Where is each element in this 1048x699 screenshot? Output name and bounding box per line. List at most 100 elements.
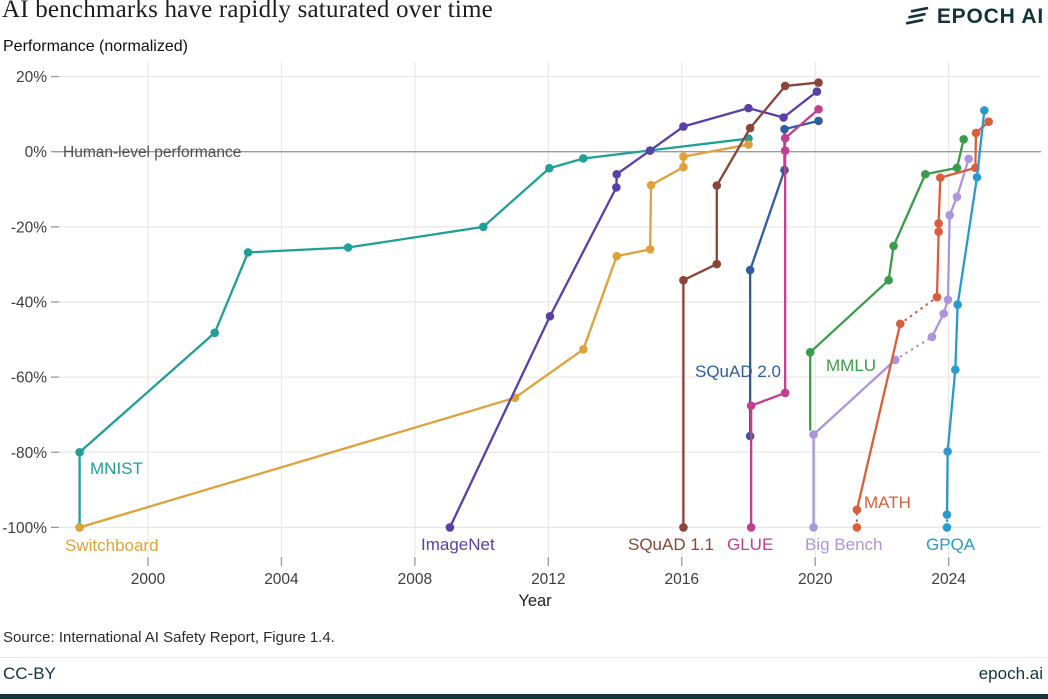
data-point-SQuAD 2.0 [780, 124, 789, 134]
series-line-Switchboard [682, 143, 750, 158]
series-label-Big Bench: Big Bench [805, 535, 883, 554]
data-point-MATH [934, 219, 943, 228]
data-point-MATH [936, 173, 945, 182]
series-line-Big Bench [930, 312, 945, 339]
series-line-MATH [937, 176, 942, 225]
bottom-bar [0, 694, 1048, 699]
data-point-ImageNet [545, 311, 555, 321]
series-line-GPQA [956, 176, 979, 306]
y-tick-label: 20% [16, 69, 47, 86]
series-line-SQuAD 1.1 [682, 262, 718, 282]
series-line-Switchboard [648, 183, 653, 251]
series-line-Big Bench [955, 157, 970, 198]
series-line-Switchboard [78, 396, 517, 529]
series-line-SQuAD 2.0 [748, 168, 786, 272]
x-tick-label: 2000 [131, 571, 166, 588]
series-line-ImageNet [747, 106, 785, 119]
data-point-MMLU [959, 135, 968, 144]
y-tick-label: -40% [11, 294, 47, 311]
series-line-MMLU [809, 279, 890, 354]
data-point-MNIST [243, 248, 253, 257]
y-tick-label: -20% [11, 219, 47, 236]
x-tick-label: 2004 [264, 571, 299, 588]
data-point-GLUE [746, 523, 756, 532]
data-point-Switchboard [744, 140, 753, 149]
data-point-MNIST [545, 163, 554, 173]
x-tick-label: 2016 [665, 571, 699, 588]
series-label-GLUE: GLUE [727, 535, 773, 554]
data-point-Big Bench [964, 154, 973, 164]
license-label: CC-BY [3, 664, 56, 683]
series-line-SQuAD 1.1 [784, 81, 820, 88]
data-point-GPQA [942, 510, 952, 519]
data-point-MATH [852, 505, 862, 515]
data-point-ImageNet [445, 523, 455, 532]
data-point-Big Bench [809, 430, 818, 439]
series-line-GPQA [975, 109, 986, 179]
series-line-MMLU [924, 166, 959, 176]
epoch-logo-text: EPOCH AI [936, 5, 1044, 28]
data-point-MMLU [952, 163, 962, 173]
series-line-MMLU [955, 138, 965, 170]
series-line-MATH [974, 131, 978, 170]
data-point-GLUE [780, 133, 790, 143]
y-tick-label: 0% [25, 144, 48, 161]
page-title: AI benchmarks have rapidly saturated ove… [2, 0, 493, 23]
data-point-Big Bench [927, 332, 937, 342]
data-point-MNIST [75, 447, 84, 457]
data-point-GPQA [951, 365, 960, 374]
data-point-MMLU [805, 348, 815, 357]
site-link[interactable]: epoch.ai [978, 664, 1043, 683]
data-point-MNIST [478, 222, 488, 232]
data-point-Switchboard [679, 152, 688, 161]
series-label-Switchboard: Switchboard [65, 536, 159, 555]
data-point-MMLU [920, 169, 930, 179]
series-line-MMLU [892, 173, 927, 248]
footer-separator [0, 657, 1048, 658]
y-tick-label: -60% [11, 370, 47, 387]
data-point-Big Bench [943, 295, 953, 305]
data-point-GPQA [943, 447, 952, 456]
x-axis-title: Year [518, 592, 552, 610]
series-label-MMLU: MMLU [826, 356, 876, 375]
data-point-MATH [895, 319, 905, 329]
series-line-SQuAD 1.1 [748, 84, 787, 130]
data-point-GLUE [780, 388, 790, 398]
data-point-SQuAD 1.1 [712, 259, 722, 269]
epoch-ai-logo: EPOCH AI [905, 5, 1044, 29]
series-line-MMLU [887, 244, 895, 282]
series-line-MNIST [246, 246, 350, 254]
series-line-GPQA [945, 450, 949, 516]
series-label-SQuAD 2.0: SQuAD 2.0 [695, 362, 781, 381]
y-tick-label: -80% [11, 445, 47, 462]
series-line-GLUE [784, 108, 820, 140]
series-line-GPQA [954, 303, 959, 371]
series-line-Switchboard [582, 254, 618, 351]
data-point-MMLU [889, 241, 898, 251]
data-point-ImageNet [679, 122, 688, 131]
series-line-MATH [899, 295, 939, 325]
data-point-MNIST [579, 154, 588, 163]
series-line-Big Bench [946, 214, 951, 301]
series-line-GLUE [749, 391, 787, 407]
series-line-Big Bench [812, 358, 897, 436]
data-point-SQuAD 1.1 [780, 81, 790, 91]
data-point-MATH [971, 128, 981, 138]
data-point-Switchboard [679, 162, 688, 172]
series-line-Switchboard [615, 248, 652, 258]
series-label-MNIST: MNIST [90, 459, 143, 478]
x-tick-label: 2012 [531, 571, 565, 588]
data-point-Switchboard [646, 180, 656, 190]
data-point-ImageNet [612, 183, 621, 192]
series-line-Switchboard [649, 165, 685, 187]
data-point-GLUE [814, 104, 823, 114]
data-point-ImageNet [744, 103, 753, 113]
source-note: Source: International AI Safety Report, … [3, 629, 335, 646]
data-point-Big Bench [945, 210, 954, 220]
series-line-MATH [935, 230, 940, 299]
data-point-Switchboard [645, 245, 655, 254]
data-point-MNIST [210, 328, 220, 338]
x-tick-label: 2024 [931, 571, 966, 588]
x-tick-label: 2020 [798, 571, 833, 588]
